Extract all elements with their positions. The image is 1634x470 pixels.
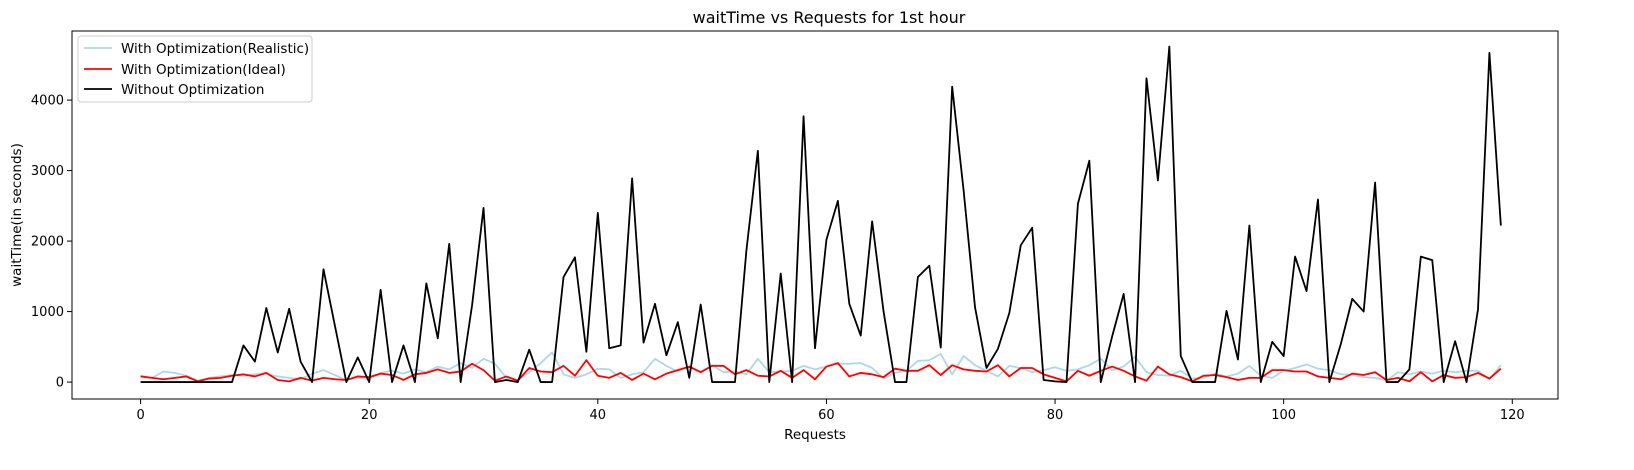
y-tick-label: 1000 [31,305,64,320]
x-tick-label: 80 [1047,408,1064,423]
legend: With Optimization(Realistic) With Optimi… [77,35,313,103]
series-line-2 [140,45,1502,383]
chart-title: waitTime vs Requests for 1st hour [693,8,966,27]
y-tick-label: 3000 [31,164,64,179]
plot-frame [71,30,1559,400]
y-axis-label: waitTime(in seconds) [9,143,25,287]
x-axis: 0 20 40 60 80 100 120 [136,399,1525,423]
y-tick-label: 0 [56,376,64,391]
legend-box [77,35,313,103]
x-axis-label: Requests [784,427,846,443]
x-tick-label: 60 [818,408,835,423]
legend-label-ideal: With Optimization(Ideal) [121,62,286,78]
x-tick-label: 40 [590,408,607,423]
y-tick-label: 4000 [31,94,64,109]
x-tick-label: 120 [1500,408,1525,423]
series-layer [140,45,1502,383]
x-tick-label: 0 [136,408,144,423]
y-tick-label: 2000 [31,235,64,250]
legend-label-realistic: With Optimization(Realistic) [121,41,309,57]
x-tick-label: 100 [1271,408,1296,423]
legend-label-without: Without Optimization [121,82,264,98]
y-axis: 0 1000 2000 3000 4000 [31,94,72,391]
x-tick-label: 20 [361,408,378,423]
